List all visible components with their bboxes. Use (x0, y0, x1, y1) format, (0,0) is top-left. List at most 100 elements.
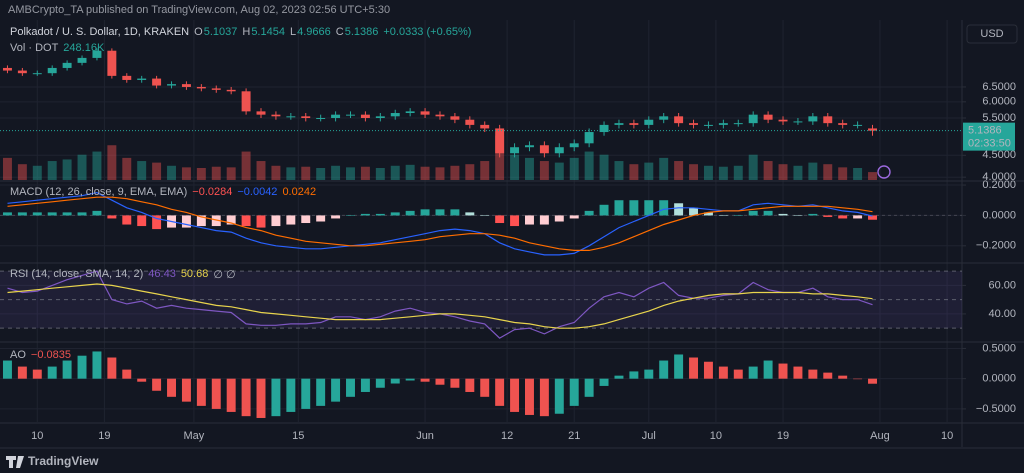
candle-body (718, 123, 728, 125)
volume-bar (689, 164, 699, 180)
publisher: AMBCrypto_TA published on TradingView.co… (8, 4, 391, 16)
candle-body (853, 124, 863, 126)
ao-bar (47, 366, 57, 379)
candle-body (659, 116, 669, 120)
volume-bar (868, 172, 877, 180)
macd-histogram-bar (420, 209, 430, 216)
macd-histogram-bar (286, 215, 296, 225)
candle-body (226, 89, 236, 92)
volume-bar (599, 154, 609, 180)
x-tick-label: Jun (416, 430, 434, 442)
x-tick-label: 12 (501, 430, 513, 442)
candle-body (360, 114, 370, 119)
signal-line (7, 196, 873, 251)
candle-body (122, 75, 132, 80)
ao-bar (286, 378, 296, 412)
macd-histogram-bar (211, 215, 221, 227)
macd-histogram-bar (614, 200, 624, 216)
ao-legend: AO −0.0835 (10, 349, 71, 361)
candle-body (763, 114, 773, 120)
macd-signal-value: 0.0242 (282, 186, 317, 198)
candle-body (748, 114, 758, 124)
candle-body (256, 111, 266, 115)
macd-histogram-bar (823, 215, 833, 217)
y-tick-label: 6.0000 (982, 96, 1016, 108)
volume-legend: Vol · DOT 248.16K (10, 42, 104, 54)
ohlc-label: L (289, 26, 297, 38)
candle-body (584, 132, 594, 144)
ao-bar (32, 369, 42, 379)
volume-bar (420, 166, 430, 180)
volume-bar (450, 165, 460, 180)
candle-body (480, 124, 490, 129)
macd-title: MACD (12, 26, close, 9, EMA, EMA) (10, 186, 188, 198)
ao-bar (838, 375, 848, 379)
volume-bar (480, 161, 490, 180)
ao-bar (659, 360, 669, 379)
brand: TradingView (28, 454, 99, 468)
ao-bar (733, 369, 743, 379)
macd-histogram-bar (450, 209, 460, 216)
macd-histogram-bar (659, 200, 669, 216)
candle-body (539, 145, 549, 154)
candle-body (524, 145, 534, 148)
macd-histogram-bar (390, 212, 400, 216)
macd-histogram-bar (629, 200, 639, 216)
macd-histogram-bar (47, 212, 57, 216)
y-tick-label: 4.0000 (982, 171, 1016, 183)
brand-logo (6, 456, 24, 468)
macd-histogram-bar (718, 215, 728, 216)
volume-bar (226, 167, 236, 180)
ao-bar (107, 357, 117, 379)
volume-bar (32, 165, 42, 180)
volume-bar (137, 161, 147, 180)
x-tick-label: 10 (941, 430, 953, 442)
currency-box[interactable] (966, 24, 1018, 44)
ao-bar (629, 371, 639, 379)
ao-bar (271, 378, 281, 417)
macd-histogram-bar (405, 210, 415, 216)
last-price-label: 5.1386 (968, 125, 1002, 137)
candle-body (495, 128, 505, 154)
ao-bar (480, 378, 490, 397)
candle-body (405, 111, 415, 114)
volume-bar (107, 145, 117, 180)
candle-body (375, 116, 385, 119)
ao-bar (331, 378, 341, 402)
ohlc-value: 5.1386 (344, 26, 379, 38)
ao-bar (614, 375, 624, 379)
candle-body (510, 147, 520, 154)
candle-body (703, 124, 713, 126)
candle-body (32, 73, 42, 75)
macd-histogram-bar (360, 213, 370, 216)
macd-legend: MACD (12, 26, close, 9, EMA, EMA) −0.028… (10, 186, 316, 198)
macd-histogram-bar (152, 215, 162, 230)
macd-histogram-bar (346, 215, 355, 216)
candle-body (420, 111, 430, 115)
x-tick-label: Aug (870, 430, 890, 442)
currency[interactable]: USD (980, 28, 1003, 40)
candle-body (450, 116, 460, 120)
ao-bar (92, 351, 102, 379)
volume-label: Vol · DOT (10, 42, 59, 54)
volume-bar (122, 157, 132, 180)
macd-histogram-bar (763, 210, 773, 216)
event-icon[interactable] (877, 165, 891, 179)
ao-bar (793, 366, 803, 379)
candle-body (47, 67, 57, 74)
ao-bar (644, 369, 654, 379)
macd-histogram-bar (495, 215, 505, 224)
macd-histogram-bar (92, 210, 102, 216)
ao-bar (346, 378, 355, 397)
macd-histogram-bar (62, 212, 72, 216)
volume-bar (808, 162, 818, 180)
ao-bar (703, 361, 713, 379)
volume-bar (167, 165, 176, 180)
volume-bar (331, 165, 341, 180)
ao-bar (17, 366, 27, 379)
macd-histogram-bar (569, 215, 579, 219)
ao-bar (226, 378, 236, 412)
symbol: Polkadot / U. S. Dollar, 1D, KRAKEN (10, 26, 190, 38)
volume-bar (674, 161, 684, 180)
